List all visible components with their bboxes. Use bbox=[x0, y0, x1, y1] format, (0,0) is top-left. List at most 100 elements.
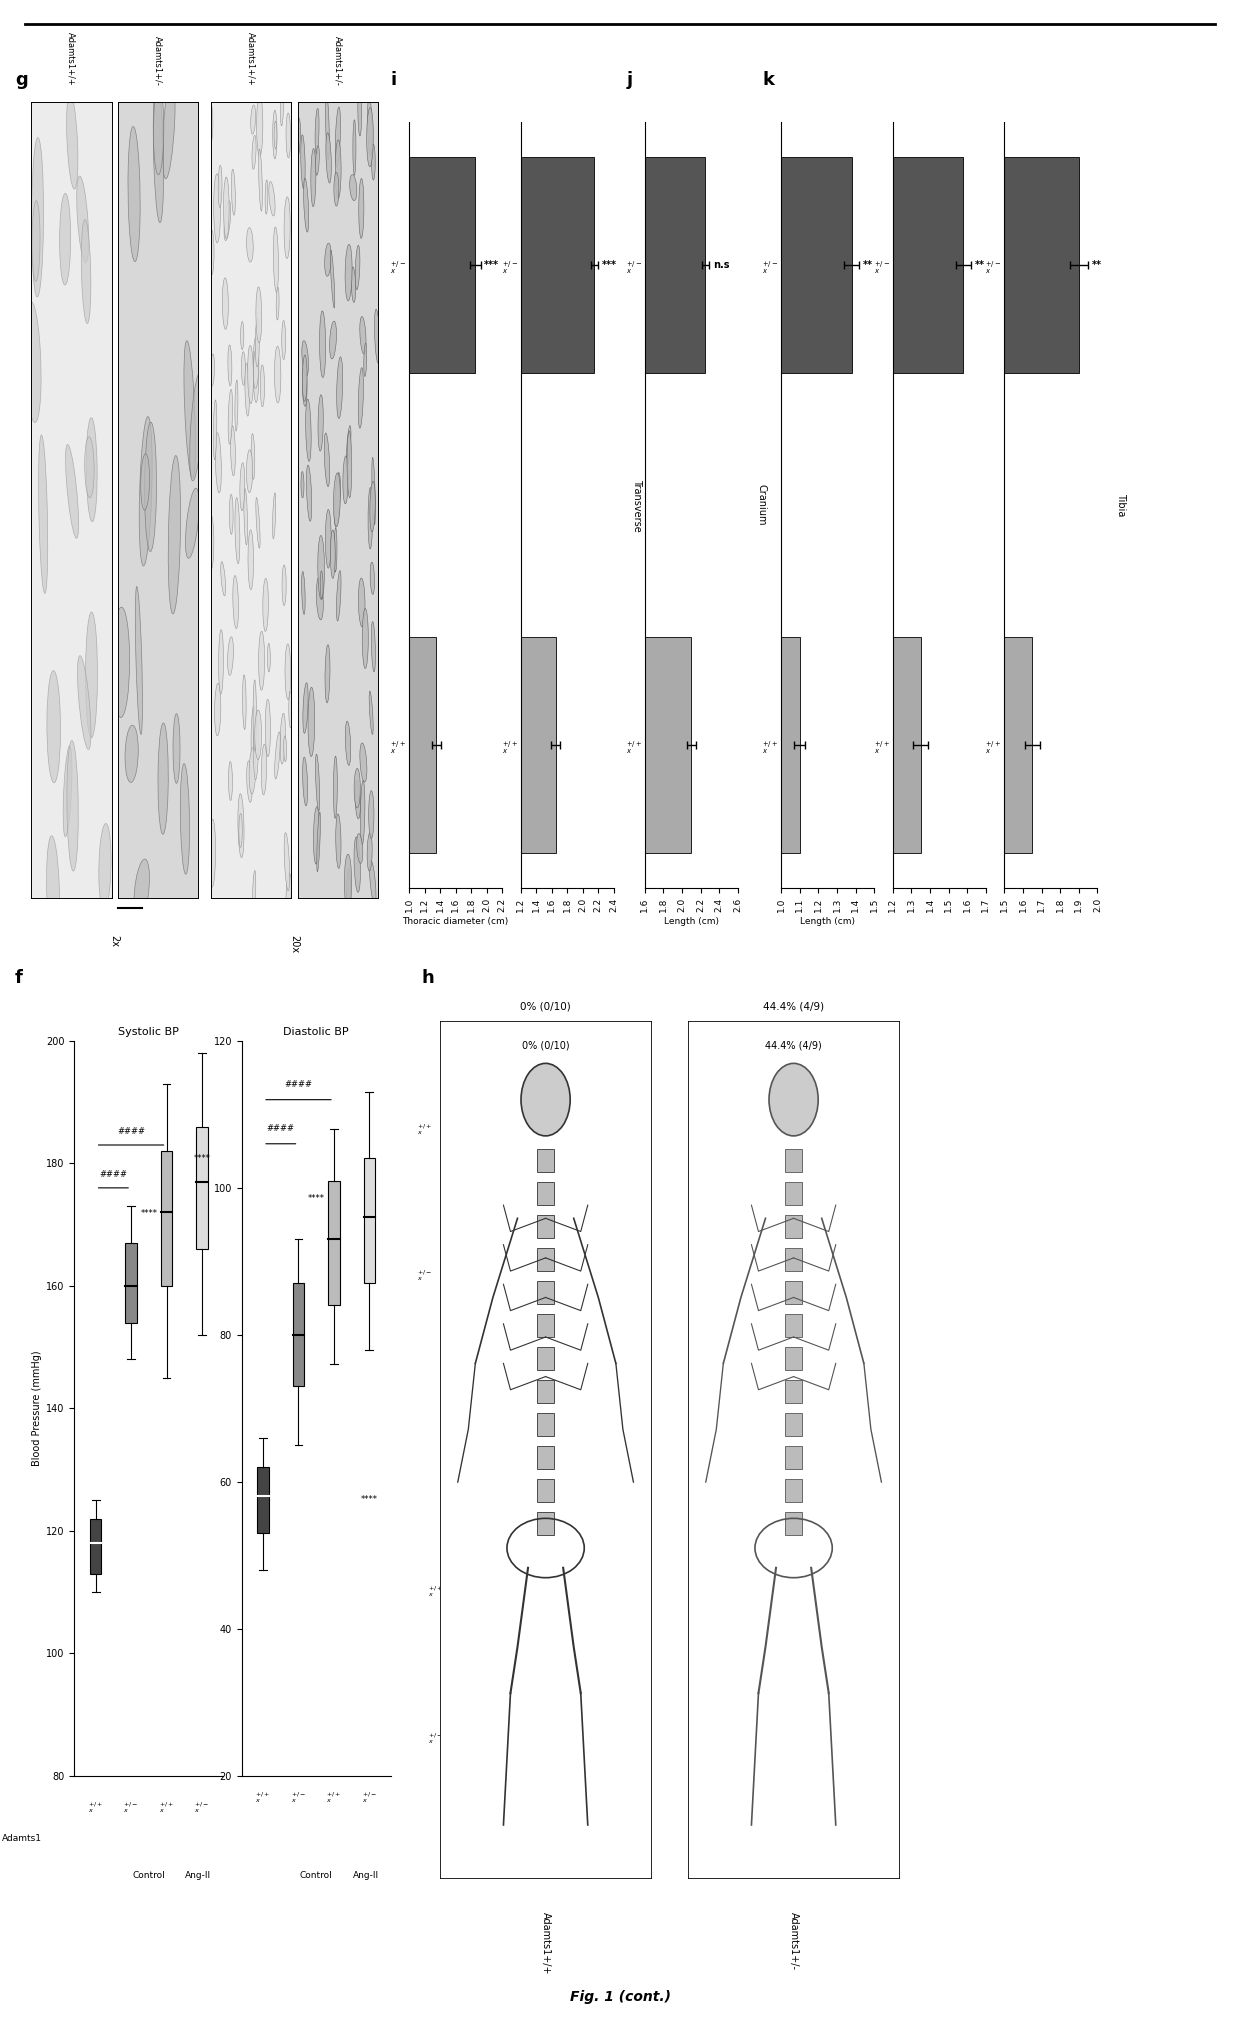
Ellipse shape bbox=[218, 165, 222, 208]
Ellipse shape bbox=[253, 872, 255, 910]
Bar bbox=[537, 1314, 554, 1337]
Text: ****: **** bbox=[308, 1194, 325, 1202]
Text: Anteroposterior: Anteroposterior bbox=[521, 467, 531, 543]
Ellipse shape bbox=[285, 874, 291, 920]
Ellipse shape bbox=[370, 861, 376, 904]
Ellipse shape bbox=[320, 310, 326, 378]
Ellipse shape bbox=[87, 418, 97, 522]
Ellipse shape bbox=[223, 178, 229, 239]
Text: Tibia: Tibia bbox=[1116, 494, 1126, 516]
Ellipse shape bbox=[224, 200, 231, 241]
Text: 0% (0/10): 0% (0/10) bbox=[521, 1002, 570, 1012]
Ellipse shape bbox=[244, 488, 248, 545]
Text: g: g bbox=[15, 71, 27, 90]
Ellipse shape bbox=[275, 733, 280, 780]
Text: 0% (0/10): 0% (0/10) bbox=[522, 1041, 569, 1051]
Ellipse shape bbox=[154, 82, 164, 222]
Ellipse shape bbox=[259, 149, 263, 210]
Ellipse shape bbox=[228, 637, 233, 676]
Ellipse shape bbox=[184, 341, 196, 478]
Ellipse shape bbox=[250, 706, 255, 763]
Ellipse shape bbox=[358, 578, 365, 627]
Ellipse shape bbox=[234, 380, 238, 431]
Title: Systolic BP: Systolic BP bbox=[118, 1027, 180, 1037]
Ellipse shape bbox=[346, 867, 351, 914]
Ellipse shape bbox=[248, 531, 253, 590]
Ellipse shape bbox=[367, 108, 373, 167]
Ellipse shape bbox=[769, 1063, 818, 1137]
Ellipse shape bbox=[285, 645, 290, 700]
Ellipse shape bbox=[247, 229, 253, 261]
Bar bbox=[725, 157, 1079, 374]
Ellipse shape bbox=[253, 347, 259, 388]
Ellipse shape bbox=[66, 445, 78, 539]
Ellipse shape bbox=[336, 357, 342, 418]
Ellipse shape bbox=[325, 243, 331, 276]
Bar bbox=[537, 1445, 554, 1470]
Ellipse shape bbox=[286, 112, 290, 157]
Text: 44.4% (4/9): 44.4% (4/9) bbox=[765, 1041, 822, 1051]
Ellipse shape bbox=[215, 684, 221, 737]
Ellipse shape bbox=[128, 127, 140, 261]
Ellipse shape bbox=[360, 316, 366, 353]
Ellipse shape bbox=[253, 680, 257, 751]
Ellipse shape bbox=[145, 422, 156, 551]
Ellipse shape bbox=[358, 78, 362, 137]
Ellipse shape bbox=[234, 498, 239, 563]
Text: ####: #### bbox=[284, 1080, 312, 1088]
Text: Adamts1: Adamts1 bbox=[2, 1835, 42, 1843]
Text: $^{+/+}_{x}$: $^{+/+}_{x}$ bbox=[428, 1584, 443, 1600]
Bar bbox=[537, 1149, 554, 1172]
Text: ***: *** bbox=[603, 259, 618, 269]
Text: Control: Control bbox=[133, 1872, 165, 1880]
Ellipse shape bbox=[368, 790, 374, 839]
Bar bbox=[537, 1412, 554, 1437]
Text: Adamts1+/+: Adamts1+/+ bbox=[541, 1912, 551, 1974]
Ellipse shape bbox=[239, 463, 244, 510]
Text: 44.4% (4/9): 44.4% (4/9) bbox=[763, 1002, 825, 1012]
Bar bbox=[496, 637, 692, 853]
Ellipse shape bbox=[374, 310, 379, 363]
Ellipse shape bbox=[231, 427, 236, 476]
Text: j: j bbox=[626, 71, 632, 90]
Ellipse shape bbox=[289, 692, 293, 729]
Ellipse shape bbox=[370, 692, 373, 735]
Ellipse shape bbox=[303, 682, 308, 733]
Ellipse shape bbox=[334, 474, 340, 527]
Ellipse shape bbox=[134, 859, 150, 920]
Bar bbox=[785, 1380, 802, 1402]
Ellipse shape bbox=[228, 390, 233, 445]
Ellipse shape bbox=[218, 631, 223, 694]
Ellipse shape bbox=[47, 835, 60, 949]
Ellipse shape bbox=[284, 737, 286, 761]
Text: **: ** bbox=[975, 259, 985, 269]
Bar bbox=[725, 637, 1033, 853]
Bar bbox=[537, 1214, 554, 1239]
Ellipse shape bbox=[330, 320, 336, 359]
Ellipse shape bbox=[157, 723, 169, 835]
Ellipse shape bbox=[335, 529, 337, 571]
Ellipse shape bbox=[334, 171, 339, 206]
Ellipse shape bbox=[324, 433, 330, 486]
Text: Ang-II: Ang-II bbox=[352, 1872, 379, 1880]
Text: ####: #### bbox=[267, 1125, 295, 1133]
Ellipse shape bbox=[357, 833, 363, 863]
Ellipse shape bbox=[346, 427, 351, 465]
Ellipse shape bbox=[253, 337, 259, 402]
Bar bbox=[496, 157, 706, 374]
Bar bbox=[785, 1445, 802, 1470]
Ellipse shape bbox=[228, 761, 232, 800]
Text: 2x: 2x bbox=[109, 935, 120, 947]
Title: Diastolic BP: Diastolic BP bbox=[284, 1027, 348, 1037]
Text: $^{+/+}_{x}$: $^{+/+}_{x}$ bbox=[255, 1790, 270, 1806]
Ellipse shape bbox=[169, 455, 181, 614]
Ellipse shape bbox=[221, 561, 226, 596]
Text: Control: Control bbox=[300, 1872, 332, 1880]
Ellipse shape bbox=[99, 823, 112, 910]
Text: $^{+/-}_{x}$: $^{+/-}_{x}$ bbox=[418, 1270, 433, 1284]
Bar bbox=[785, 1247, 802, 1272]
Ellipse shape bbox=[228, 345, 232, 386]
Text: Adamts1+/-: Adamts1+/- bbox=[789, 1912, 799, 1970]
Ellipse shape bbox=[274, 347, 281, 402]
Ellipse shape bbox=[269, 182, 275, 216]
